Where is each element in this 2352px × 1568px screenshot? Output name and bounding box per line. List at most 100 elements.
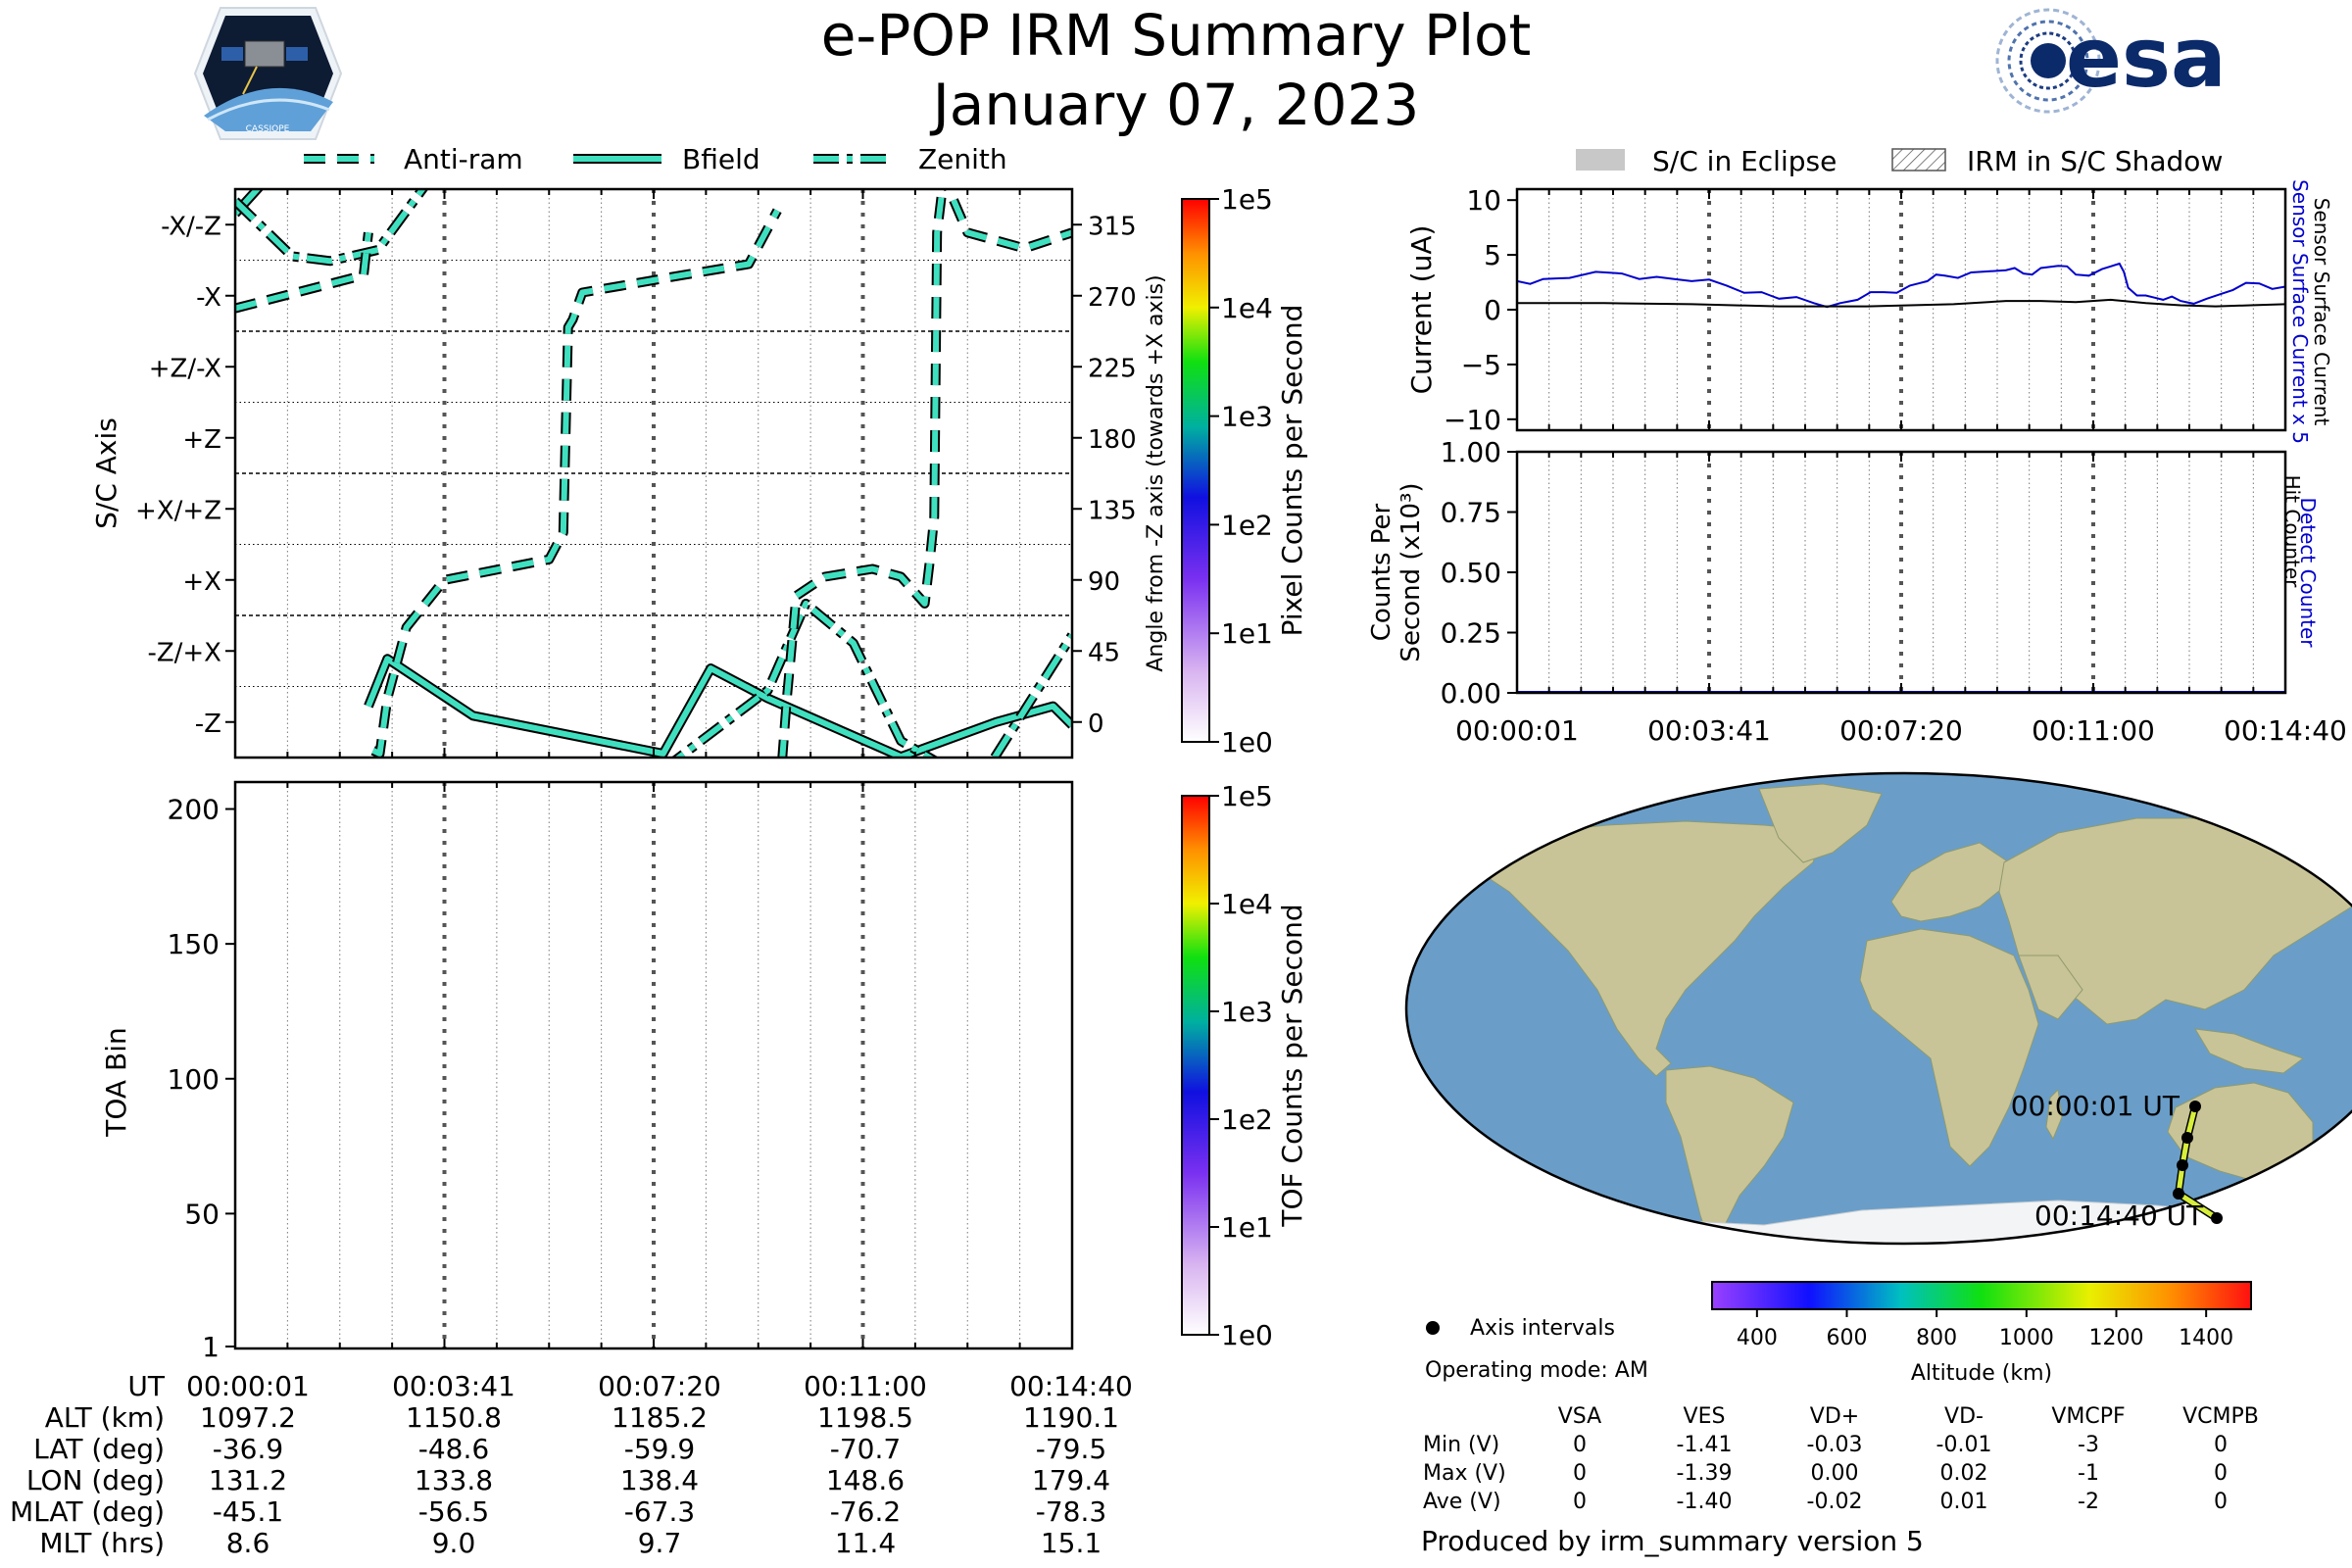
attitude-angle-label: 225 <box>1088 354 1137 383</box>
cassiope-logo-text: CASSIOPE <box>246 124 290 134</box>
toa-tick-label: 1 <box>202 1331 220 1363</box>
voltage-row-label: Max (V) <box>1423 1461 1506 1486</box>
colorbar-tick-label: 1e2 <box>1221 1103 1273 1136</box>
current-ylabel: Current (uA) <box>1405 225 1438 395</box>
altitude-tick-label: 600 <box>1827 1326 1868 1350</box>
ephemeris-cell: -36.9 <box>213 1433 283 1465</box>
continent-south-america <box>1665 1065 1794 1244</box>
esa-logo: esa <box>1995 8 2227 114</box>
counts-tick-label: 0.75 <box>1441 497 1501 529</box>
voltage-table: VSA VES VD+ VD- VMCPF VCMPB Min (V) 0 -1.41 -0.03… <box>1423 1404 2259 1514</box>
hit-counter-label: Hit Counter <box>2280 475 2304 588</box>
continent-madagascar <box>2045 1088 2063 1141</box>
voltage-cell: -0.01 <box>1936 1433 1992 1457</box>
track-marker-1 <box>2189 1101 2201 1112</box>
attitude-grid <box>235 189 1072 758</box>
attitude-axis-label: -X/-Z <box>161 212 221 241</box>
attitude-traces <box>235 189 1072 758</box>
trace-anti-ram <box>371 209 780 757</box>
ephemeris-row-label: UT <box>127 1370 165 1402</box>
continent-arabia <box>2018 955 2083 1020</box>
ephemeris-cell: 133.8 <box>415 1464 493 1496</box>
ground-track-map: 00:00:01 UT 00:14:40 UT <box>1404 771 2352 1246</box>
voltage-cell: 0 <box>2214 1490 2228 1514</box>
ephemeris-cell: 1190.1 <box>1023 1401 1119 1434</box>
attitude-angle-label: 135 <box>1088 496 1137 525</box>
toa-tick-label: 100 <box>168 1063 220 1096</box>
attitude-angle-label: 0 <box>1088 710 1104 739</box>
trace-bfield <box>366 656 1072 758</box>
colorbar-tick-label: 1e0 <box>1221 726 1273 759</box>
voltage-row-label: Ave (V) <box>1423 1490 1501 1514</box>
current-tick-label: −5 <box>1461 349 1501 381</box>
voltage-cell: 0.02 <box>1940 1461 1988 1486</box>
trace-zenith <box>235 189 426 265</box>
voltage-cell: 0.01 <box>1940 1490 1988 1514</box>
plot-title: e-POP IRM Summary Plot <box>821 2 1532 69</box>
voltage-cell: -1.39 <box>1677 1461 1733 1486</box>
counts-panel: 1.00 0.75 0.50 0.25 0.00 Counts PerSecond (x… <box>1367 436 2320 710</box>
attitude-axis-label: +Z/-X <box>149 354 221 383</box>
track-marker-5 <box>2211 1212 2223 1224</box>
current-tick-label: −10 <box>1444 404 1501 436</box>
colorbar-tick-label: 1e0 <box>1221 1319 1273 1351</box>
counts-tick-label: 0.00 <box>1441 677 1501 710</box>
ephemeris-cell: 00:00:01 <box>186 1370 310 1402</box>
footer-version: Produced by irm_summary version 5 <box>1421 1525 1924 1557</box>
colorbar-tick-label: 1e1 <box>1221 1211 1273 1244</box>
ephemeris-cell: -45.1 <box>213 1495 283 1528</box>
continent-southeast-asia <box>2194 1028 2305 1074</box>
attitude-angle-label: 270 <box>1088 283 1137 313</box>
continent-north-america <box>1479 820 1824 1077</box>
ephemeris-row-label: LAT (deg) <box>33 1433 165 1465</box>
tof-colorbar-label: TOF Counts per Second <box>1276 904 1308 1227</box>
current-tick-label: 5 <box>1484 239 1501 271</box>
toa-grid <box>286 782 1021 1348</box>
attitude-axis-label: +X <box>182 567 221 597</box>
track-marker-3 <box>2177 1159 2188 1171</box>
attitude-axis-label: +Z <box>182 425 221 455</box>
ephemeris-cell: 9.7 <box>638 1527 682 1559</box>
right-time-axis-labels: 00:00:01 00:03:41 00:07:20 00:11:00 00:14:40 <box>1455 714 2347 747</box>
ephemeris-cell: -48.6 <box>418 1433 489 1465</box>
ephemeris-cell: 9.0 <box>432 1527 476 1559</box>
counts-tick-label: 0.50 <box>1441 557 1501 589</box>
ephemeris-cell: 148.6 <box>826 1464 905 1496</box>
attitude-axis-label: -X <box>196 283 221 313</box>
time-tick-label: 00:07:20 <box>1839 714 1963 747</box>
voltage-cell: -1 <box>2078 1461 2099 1486</box>
altitude-colorbar: 400 600 800 1000 1200 1400 Altitude (km) <box>1711 1281 2252 1386</box>
counts-grid <box>1548 452 2254 693</box>
map-frame <box>1404 771 2352 1246</box>
time-tick-label: 00:00:01 <box>1455 714 1579 747</box>
plot-date: January 07, 2023 <box>930 72 1420 138</box>
counts-tick-label: 1.00 <box>1441 436 1501 468</box>
axis-intervals-label: Axis intervals <box>1470 1316 1615 1341</box>
voltage-column-header: VES <box>1684 1404 1726 1429</box>
current-axis-ticks: 10 5 0 −5 −10 <box>1444 184 2286 436</box>
altitude-tick-label: 800 <box>1916 1326 1957 1350</box>
voltage-cell: -2 <box>2078 1490 2099 1514</box>
ephemeris-cell: 138.4 <box>620 1464 699 1496</box>
ephemeris-cell: -79.5 <box>1036 1433 1106 1465</box>
colorbar-tick-label: 1e4 <box>1221 292 1273 324</box>
ephemeris-row-label: LON (deg) <box>26 1464 165 1496</box>
pixel-colorbar-label: Pixel Counts per Second <box>1276 305 1308 637</box>
ephemeris-cell: -67.3 <box>624 1495 695 1528</box>
surface-current-label: Sensor Surface Current <box>2310 198 2333 426</box>
trace-zenith <box>673 600 1072 758</box>
attitude-axis-label: -Z/+X <box>147 638 221 667</box>
voltage-cell: -1.40 <box>1677 1490 1733 1514</box>
ephemeris-cell: 1198.5 <box>817 1401 913 1434</box>
continent-africa <box>1859 928 2039 1167</box>
ephemeris-cell: -70.7 <box>830 1433 901 1465</box>
current-grid <box>1548 189 2254 430</box>
voltage-column-header: VD+ <box>1810 1404 1859 1429</box>
voltage-column-header: VSA <box>1558 1404 1601 1429</box>
ephemeris-cell: 1150.8 <box>406 1401 502 1434</box>
ephemeris-cell: -56.5 <box>418 1495 489 1528</box>
attitude-angle-label: 180 <box>1088 425 1137 455</box>
altitude-colorbar-label: Altitude (km) <box>1911 1361 2052 1386</box>
